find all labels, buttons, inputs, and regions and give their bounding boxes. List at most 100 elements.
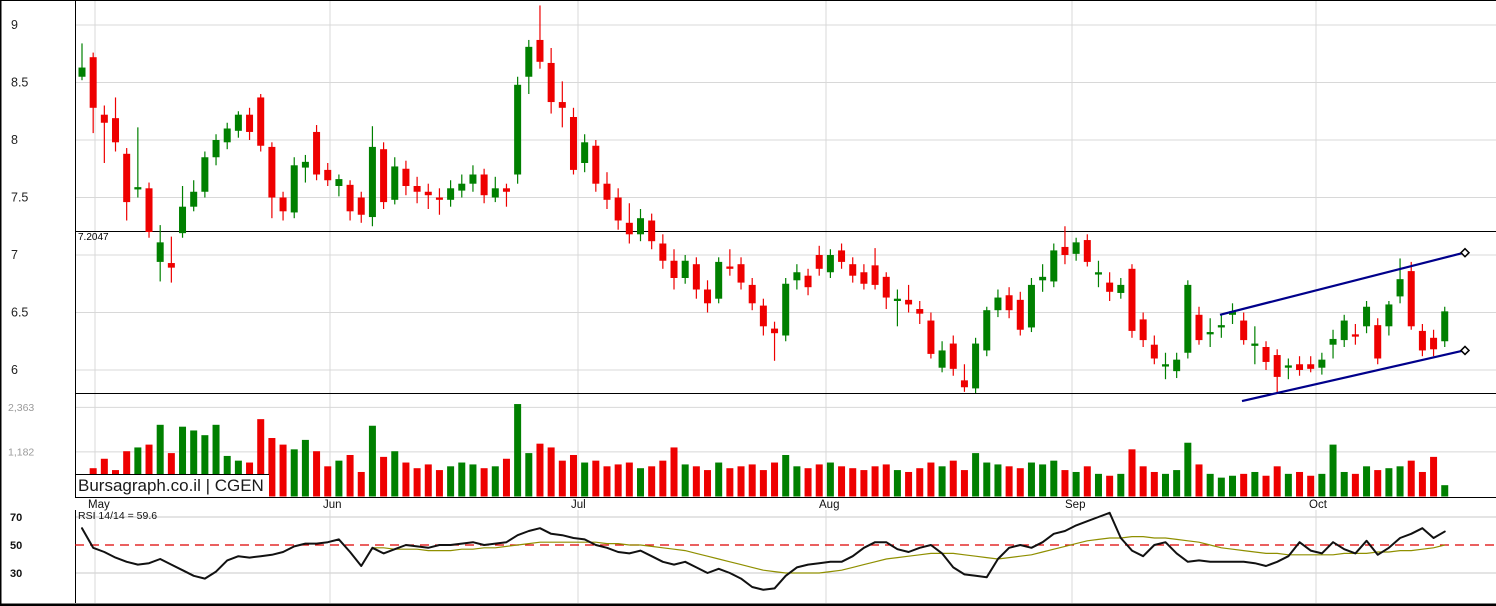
candle-body [1150,344,1158,359]
candle-body [89,57,97,108]
candle [704,280,712,313]
candle [313,125,321,181]
candle [525,39,533,94]
candle-body [1206,332,1214,335]
volume-bar [134,447,142,497]
candle [603,172,611,209]
volume-bar [637,468,644,497]
trendline-upper-handle[interactable] [1459,247,1471,258]
candle [1396,258,1404,304]
month-label: Jul [571,499,586,511]
candle-body [692,264,700,290]
candle [391,157,399,205]
volume-bar [1206,473,1214,497]
price-tick-label: 8 [11,133,18,147]
candle-body [480,174,488,196]
trendline-upper[interactable] [1219,251,1465,316]
volume-bar [670,447,678,497]
candle [1050,243,1058,288]
candle [893,289,901,327]
candle [771,321,779,361]
volume-bar [1117,473,1125,497]
price-tick-label: 9 [11,18,18,32]
candle [715,257,723,304]
candle-body [1039,276,1047,281]
candle [581,134,589,173]
volume-bar [1217,477,1225,497]
candle-body [413,186,421,192]
candle [1094,260,1102,288]
candle-body [1240,320,1248,341]
candle [246,107,254,140]
candle-body [960,380,968,388]
trendline-lower-handle[interactable] [1459,345,1471,356]
volume-bar [1374,470,1382,497]
watermark-text: Bursagraph.co.il | CGEN [78,476,264,495]
volume-bar [1307,475,1315,497]
volume-bar [759,470,767,497]
candle-body [1117,284,1125,293]
candle [424,183,432,209]
candle [1161,352,1169,380]
candle-body [737,264,745,283]
candle [569,107,577,175]
candle-body [424,191,432,196]
candle [860,264,868,290]
candle-body [826,255,834,273]
trendline-lower[interactable] [1241,349,1465,403]
candle-body [234,114,242,131]
candle-body [368,146,376,218]
volume-bar [1083,466,1091,497]
candle [793,264,801,290]
volume-bar [558,460,566,497]
candle [782,278,790,342]
candle [648,213,656,250]
candle [257,94,265,152]
volume-bar [1161,473,1169,497]
candle [994,289,1002,318]
candle-body [290,165,298,213]
candle-body [536,39,544,62]
volume-bar [1396,466,1404,497]
candle-body [380,149,388,203]
candle-body [547,62,555,103]
candle-body [179,206,187,234]
candle [927,312,935,359]
candle [491,176,499,203]
frame-left [0,0,2,606]
volume-bar [123,451,131,497]
candle-body [670,260,678,278]
volume-bar [435,470,443,497]
candle-body [882,276,890,298]
candle-body [603,183,611,200]
candle-body [357,197,365,215]
volume-bar [179,426,187,497]
volume-bar [268,438,276,497]
candle-body [1139,319,1147,341]
candle [1184,280,1192,359]
candle-body [592,145,600,184]
candle [1407,261,1415,330]
volume-bar [938,466,946,497]
candle-body [78,67,86,77]
volume-bar [1407,460,1415,497]
volume-bar [603,466,611,497]
candle [1217,314,1225,338]
candle-body [1050,250,1058,282]
candle-body [1318,359,1326,368]
price-tick-label: 8.5 [11,76,28,90]
volume-bar [212,424,220,497]
candle [123,148,131,221]
candle [514,76,522,184]
candle [1363,301,1371,334]
candle [1329,329,1337,359]
volume-bar [625,462,633,497]
volume-bar [502,458,510,497]
candle [480,168,488,204]
volume-bar [1296,471,1304,497]
candle-body [346,184,354,212]
candle [1061,226,1069,265]
candle [469,165,477,192]
candle-body [112,118,120,143]
candle-body [949,343,957,369]
